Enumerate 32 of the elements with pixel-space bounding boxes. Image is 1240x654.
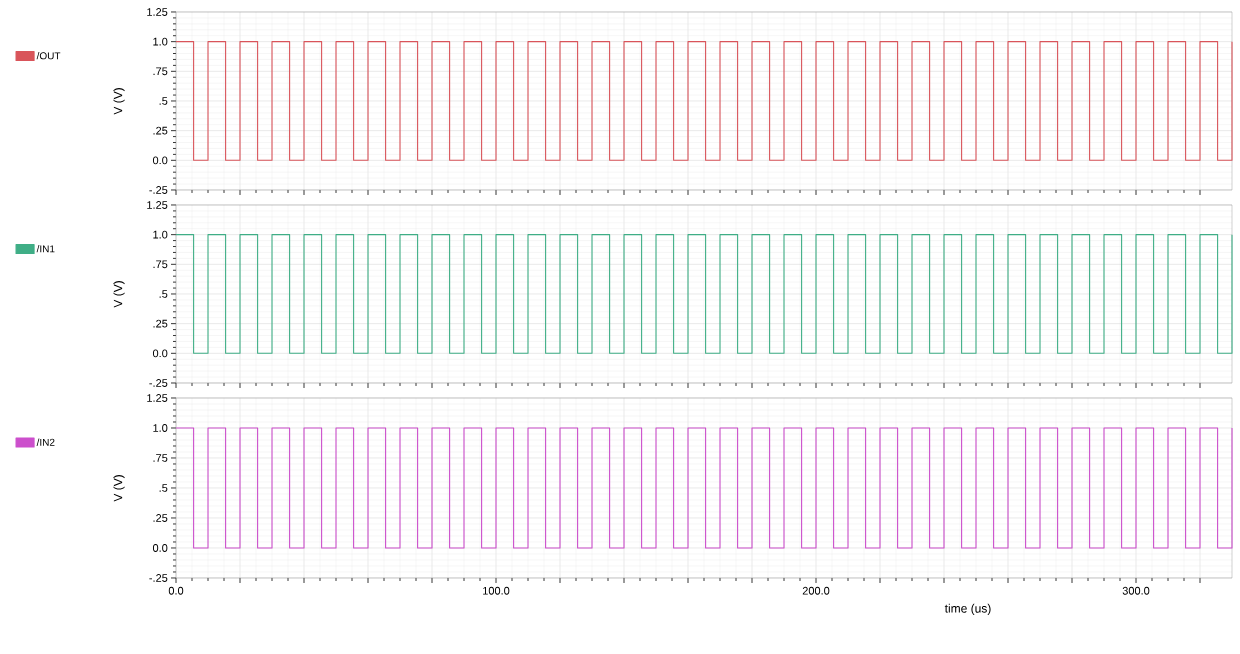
legend-label: /IN1 — [36, 245, 55, 253]
y-tick-label: .5 — [159, 97, 168, 105]
y-tick-label: .75 — [153, 67, 168, 76]
y-tick-label: 1.0 — [153, 424, 168, 432]
x-axis-title: time (us) — [944, 603, 991, 616]
y-tick-label: 0.0 — [152, 156, 168, 165]
x-tick-label: 0.0 — [168, 586, 184, 595]
y-tick-label: 1.25 — [147, 201, 168, 209]
x-tick-label: 300.0 — [1122, 586, 1150, 595]
y-tick-label: 1.0 — [153, 230, 168, 239]
y-tick-label: .75 — [153, 260, 168, 269]
y-tick-label: 1.0 — [153, 37, 168, 46]
y-tick-label: 0.0 — [152, 544, 168, 552]
x-tick-label: 100.0 — [483, 586, 510, 595]
y-axis-title: V (V) — [113, 88, 125, 115]
y-tick-label: .25 — [153, 319, 168, 328]
y-tick-label: 0.0 — [152, 349, 168, 358]
y-axis-title: V (V) — [113, 281, 125, 308]
x-tick-label: 200.0 — [802, 586, 830, 595]
y-tick-label: -.25 — [149, 574, 168, 582]
y-tick-label: .25 — [153, 126, 168, 135]
y-tick-label: -.25 — [149, 379, 168, 387]
legend-label: /OUT — [36, 52, 61, 60]
y-tick-label: .5 — [159, 484, 168, 492]
y-tick-label: 1.25 — [147, 394, 168, 402]
y-tick-label: .25 — [153, 514, 168, 522]
y-tick-label: -.25 — [149, 186, 168, 194]
y-tick-label: 1.25 — [147, 8, 168, 16]
y-tick-label: .75 — [153, 454, 168, 462]
legend-label: /IN2 — [36, 438, 55, 446]
y-tick-label: .5 — [159, 290, 168, 298]
y-axis-title: V (V) — [113, 475, 125, 502]
